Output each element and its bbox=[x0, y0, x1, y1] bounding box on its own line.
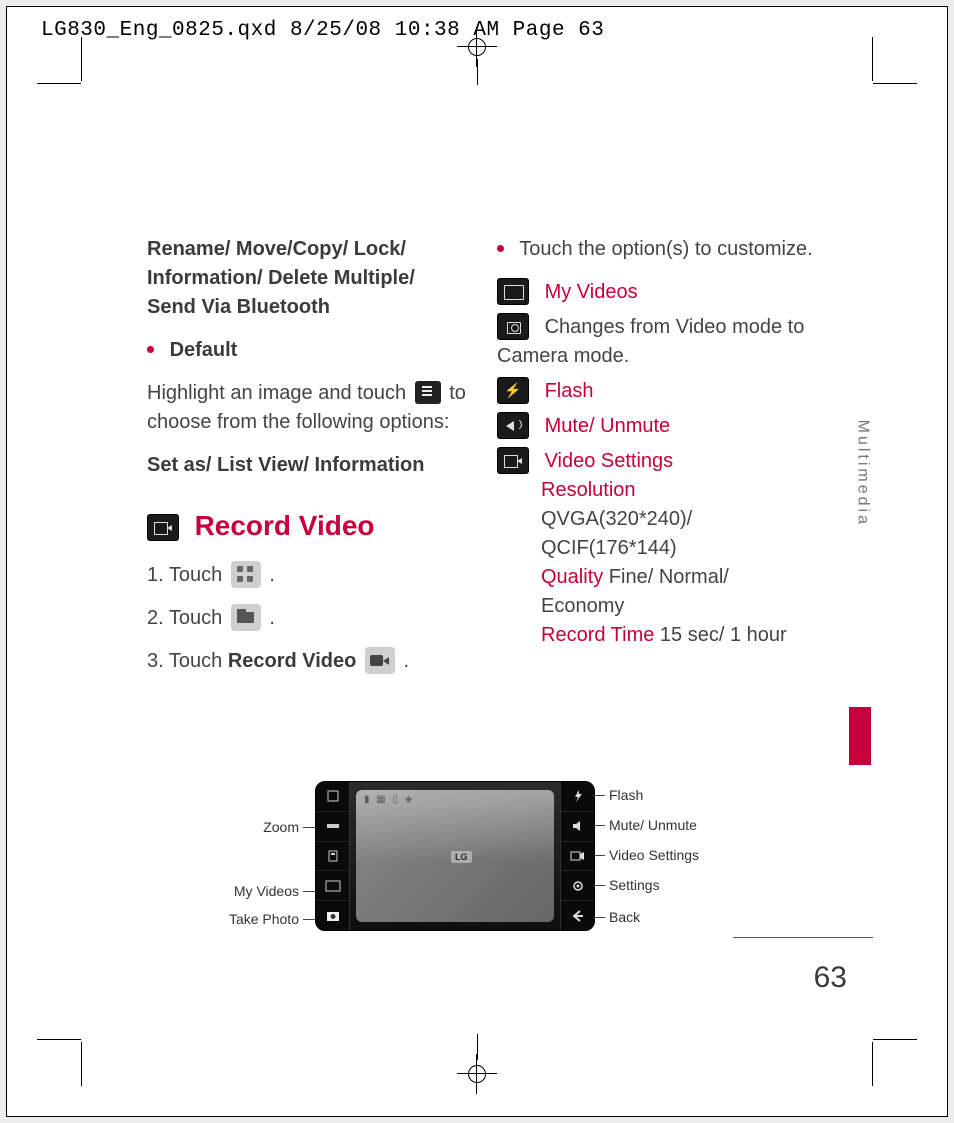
left-column: Rename/ Move/Copy/ Lock/ Information/ De… bbox=[147, 235, 467, 690]
zoom-strip-icon bbox=[316, 812, 349, 842]
my-videos-label: My Videos bbox=[203, 883, 299, 899]
phone-screen: ▮ ▦ ▯ ◈ LG bbox=[356, 790, 554, 922]
status-bar-icons: ▮ ▦ ▯ ◈ bbox=[364, 794, 414, 805]
camera-mode-text: Changes from Video mode to Camera mode. bbox=[497, 316, 804, 367]
mute-label: Mute/ Unmute bbox=[545, 415, 671, 437]
text: 3. Touch bbox=[147, 650, 228, 672]
video-settings-callout: Video Settings bbox=[609, 847, 699, 863]
default-label: Default bbox=[170, 339, 238, 361]
phone-body: ▮ ▦ ▯ ◈ LG bbox=[315, 781, 595, 931]
highlight-paragraph: Highlight an image and touch to choose f… bbox=[147, 379, 467, 437]
step-3: 3. Touch Record Video . bbox=[147, 647, 467, 676]
step-2: 2. Touch . bbox=[147, 604, 467, 633]
text: . bbox=[404, 650, 410, 672]
record-video-icon bbox=[147, 514, 179, 541]
text: Highlight an image and touch bbox=[147, 382, 406, 404]
crop-mark bbox=[873, 1039, 917, 1040]
lg-logo: LG bbox=[451, 851, 472, 863]
settings-callout: Settings bbox=[609, 877, 660, 893]
flash-row: Flash bbox=[497, 377, 817, 406]
camera-strip-icon bbox=[316, 901, 349, 930]
flash-label: Flash bbox=[545, 380, 594, 402]
mute-row: Mute/ Unmute bbox=[497, 412, 817, 441]
my-videos-row: My Videos bbox=[497, 278, 817, 307]
video-settings-details: Resolution QVGA(320*240)/ QCIF(176*144) … bbox=[497, 476, 817, 650]
flash-icon bbox=[497, 377, 529, 404]
phone-diagram: Zoom My Videos Take Photo Flash Mute/ Un… bbox=[207, 781, 767, 951]
record-time-values: 15 sec/ 1 hour bbox=[654, 624, 786, 646]
video-settings-block: Video Settings Resolution QVGA(320*240)/… bbox=[497, 447, 817, 650]
back-strip-icon bbox=[561, 901, 594, 930]
slug-line: LG830_Eng_0825.qxd 8/25/08 10:38 AM Page… bbox=[41, 19, 604, 42]
folder-icon bbox=[231, 604, 261, 631]
section-tab: Multimedia bbox=[853, 420, 871, 527]
crop-mark bbox=[37, 83, 81, 84]
customize-bullet: Touch the option(s) to customize. bbox=[497, 235, 817, 264]
default-bullet: Default bbox=[147, 336, 467, 365]
text: . bbox=[269, 607, 275, 629]
mute-icon bbox=[497, 412, 529, 439]
strip-icon bbox=[316, 782, 349, 812]
text: 2. Touch bbox=[147, 607, 228, 629]
left-icon-strip bbox=[316, 782, 350, 930]
text: . bbox=[269, 564, 275, 586]
bullet-icon bbox=[147, 346, 154, 353]
crop-mark bbox=[873, 83, 917, 84]
crop-mark bbox=[81, 1042, 82, 1086]
flash-strip-icon bbox=[561, 782, 594, 812]
resolution-label: Resolution bbox=[541, 479, 636, 501]
bullet-icon bbox=[497, 245, 504, 252]
section-tab-bar bbox=[849, 707, 871, 765]
menu-options-text: Rename/ Move/Copy/ Lock/ Information/ De… bbox=[147, 235, 467, 322]
section-title: Record Video bbox=[195, 510, 375, 541]
mute-callout: Mute/ Unmute bbox=[609, 817, 697, 833]
text: Touch the option(s) to customize. bbox=[519, 238, 812, 260]
flash-callout: Flash bbox=[609, 787, 643, 803]
step-1: 1. Touch . bbox=[147, 561, 467, 590]
apps-grid-icon bbox=[231, 561, 261, 588]
crop-mark bbox=[37, 1039, 81, 1040]
gallery-icon bbox=[497, 278, 529, 305]
page-number: 63 bbox=[814, 961, 847, 995]
crop-mark bbox=[872, 1042, 873, 1086]
video-settings-label: Video Settings bbox=[545, 450, 674, 472]
crop-mark bbox=[81, 37, 82, 81]
back-callout: Back bbox=[609, 909, 640, 925]
zoom-label: Zoom bbox=[203, 819, 299, 835]
strip-icon bbox=[316, 842, 349, 872]
gallery-strip-icon bbox=[316, 871, 349, 901]
right-icon-strip bbox=[560, 782, 594, 930]
resolution-values: QVGA(320*240)/ QCIF(176*144) bbox=[541, 505, 817, 563]
record-video-bold: Record Video bbox=[228, 650, 357, 672]
text: 1. Touch bbox=[147, 564, 228, 586]
crop-mark bbox=[872, 37, 873, 81]
camera-mode-row: Changes from Video mode to Camera mode. bbox=[497, 313, 817, 371]
trim-tick-bottom bbox=[477, 1034, 478, 1060]
camcorder-icon bbox=[365, 647, 395, 674]
video-settings-strip-icon bbox=[561, 842, 594, 872]
menu-icon bbox=[415, 381, 441, 404]
trim-tick-top bbox=[477, 59, 478, 85]
registration-mark-bottom bbox=[457, 1054, 497, 1094]
right-column: Touch the option(s) to customize. My Vid… bbox=[497, 235, 817, 656]
video-settings-icon bbox=[497, 447, 529, 474]
section-heading-row: Record Video bbox=[147, 506, 467, 547]
record-time-label: Record Time bbox=[541, 624, 654, 646]
settings-strip-icon bbox=[561, 871, 594, 901]
camera-icon bbox=[497, 313, 529, 340]
my-videos-label: My Videos bbox=[545, 281, 638, 303]
take-photo-label: Take Photo bbox=[203, 911, 299, 927]
options-list: Set as/ List View/ Information bbox=[147, 451, 467, 480]
mute-strip-icon bbox=[561, 812, 594, 842]
page: LG830_Eng_0825.qxd 8/25/08 10:38 AM Page… bbox=[6, 6, 948, 1117]
quality-label: Quality bbox=[541, 566, 603, 588]
